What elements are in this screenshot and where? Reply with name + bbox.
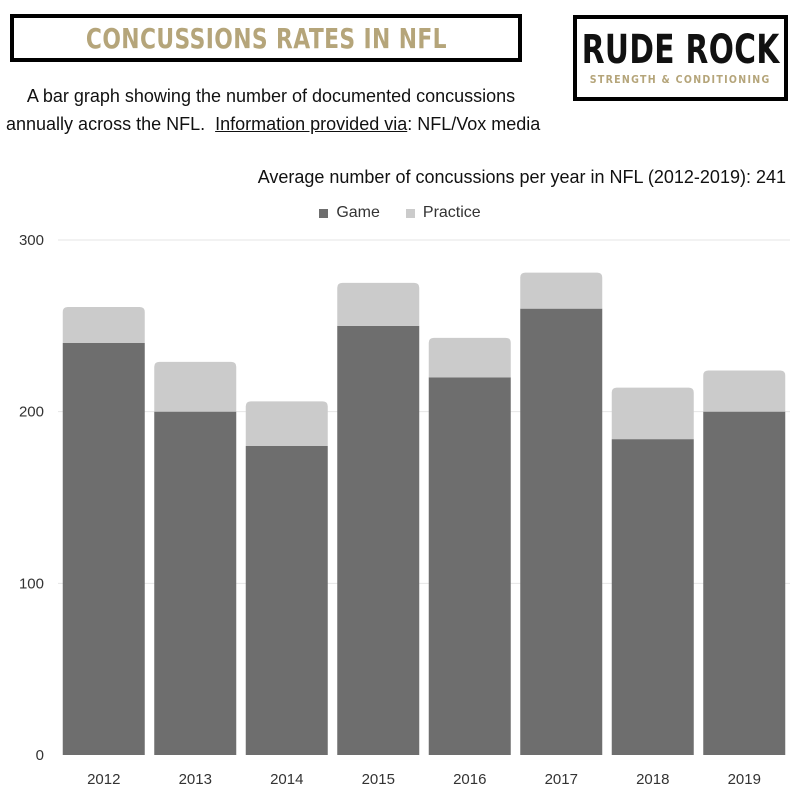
x-tick-label-2012: 2012 xyxy=(87,771,120,788)
logo-wordmark: RUDE ROCK xyxy=(581,27,780,73)
x-tick-label-2018: 2018 xyxy=(636,771,669,788)
bar-game-2018 xyxy=(611,439,694,755)
x-tick-label-2013: 2013 xyxy=(179,771,212,788)
legend-label-game: Game xyxy=(336,204,380,221)
bar-game-2019 xyxy=(703,411,786,755)
bar-practice-2015 xyxy=(337,282,420,326)
logo-tagline: STRENGTH & CONDITIONING xyxy=(590,73,771,86)
bar-practice-2012 xyxy=(62,306,145,343)
bar-practice-2019 xyxy=(703,370,786,412)
brand-logo: RUDE ROCK STRENGTH & CONDITIONING xyxy=(573,15,788,101)
description-text: annually across the NFL. xyxy=(6,114,206,134)
bar-game-2016 xyxy=(428,377,511,755)
x-tick-label-2014: 2014 xyxy=(270,771,303,788)
title-banner: CONCUSSIONS RATES IN NFL xyxy=(10,14,522,62)
legend-swatch-game xyxy=(319,208,329,218)
legend-item-game: Game xyxy=(319,201,380,225)
x-tick-label-2016: 2016 xyxy=(453,771,486,788)
bar-game-2015 xyxy=(337,325,420,755)
legend-label-practice: Practice xyxy=(422,204,481,221)
source-label: Information provided via xyxy=(215,114,408,134)
bar-practice-2013 xyxy=(154,361,237,412)
y-tick-label-300: 300 xyxy=(19,232,44,249)
source-value: : NFL/Vox media xyxy=(407,114,541,134)
description-line-2: annually across the NFL. Information pro… xyxy=(6,110,540,138)
y-tick-label-0: 0 xyxy=(36,747,44,764)
y-tick-label-200: 200 xyxy=(19,404,44,421)
description-line-1: A bar graph showing the number of docume… xyxy=(26,86,516,106)
legend-item-practice: Practice xyxy=(405,201,481,225)
chart-title: Average number of concussions per year i… xyxy=(257,167,786,187)
y-tick-label-100: 100 xyxy=(19,575,44,592)
page-title: CONCUSSIONS RATES IN NFL xyxy=(85,21,447,55)
bar-practice-2016 xyxy=(428,337,511,378)
chart-legend: Game Practice xyxy=(0,201,800,225)
bar-game-2014 xyxy=(245,446,328,755)
x-tick-label-2015: 2015 xyxy=(362,771,395,788)
legend-swatch-practice xyxy=(405,208,415,218)
x-tick-label-2017: 2017 xyxy=(545,771,578,788)
bar-practice-2014 xyxy=(245,401,328,446)
bar-game-2013 xyxy=(154,411,237,755)
bar-practice-2018 xyxy=(611,387,694,440)
x-tick-label-2019: 2019 xyxy=(728,771,761,788)
bar-practice-2017 xyxy=(520,272,603,309)
chart-description: A bar graph showing the number of docume… xyxy=(6,82,540,138)
bar-game-2012 xyxy=(62,343,145,755)
bar-game-2017 xyxy=(520,308,603,755)
